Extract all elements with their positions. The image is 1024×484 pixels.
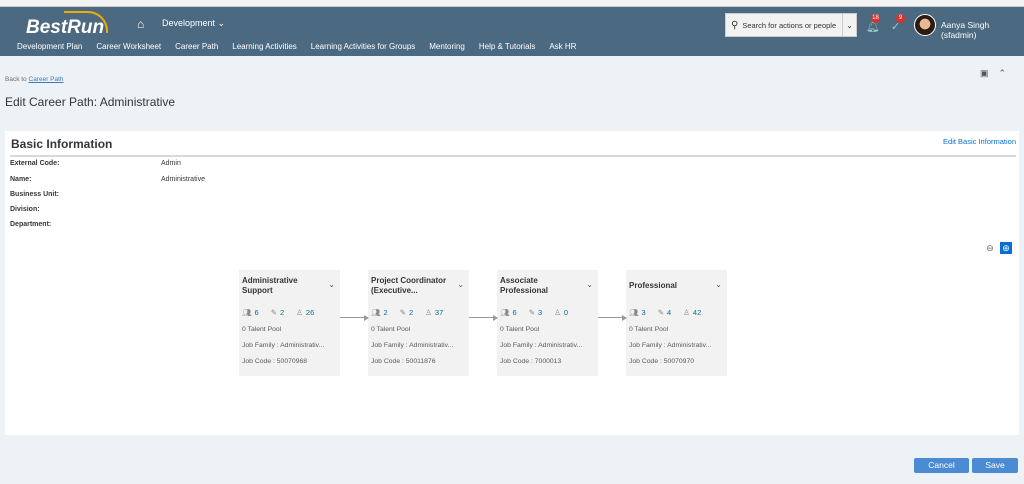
- present-icon[interactable]: ▣: [980, 68, 989, 78]
- nav-learning-groups[interactable]: Learning Activities for Groups: [310, 42, 416, 51]
- todo-icon[interactable]: ✓: [891, 21, 901, 33]
- role-name: Project Coordinator (Executive...: [371, 276, 447, 295]
- successors-icon: 👥︎: [371, 308, 381, 317]
- stat-value: 6: [254, 308, 259, 317]
- zoom-out-icon[interactable]: ⊖: [986, 243, 994, 253]
- talent-pool: 0 Talent Pool: [371, 326, 411, 333]
- save-button[interactable]: Save: [972, 458, 1018, 473]
- person-icon: ♙: [683, 308, 690, 317]
- nav-development-plan[interactable]: Development Plan: [17, 42, 83, 51]
- basic-info-panel: Basic Information Edit Basic Information…: [5, 131, 1019, 435]
- back-link[interactable]: Career Path: [28, 76, 64, 83]
- field-label: Name:: [10, 176, 32, 183]
- field-label: Department:: [10, 221, 52, 228]
- stat-value: 26: [305, 308, 315, 317]
- path-arrow: [340, 314, 369, 321]
- stat-value: 0: [563, 308, 569, 317]
- path-arrow: [598, 314, 627, 321]
- skills-icon: ✎: [528, 308, 535, 317]
- user-name[interactable]: Aanya Singh (sfadmin): [941, 20, 990, 40]
- nav-help[interactable]: Help & Tutorials: [478, 42, 536, 51]
- role-card[interactable]: Professional ⌄ 👥︎ 3 ✎ 4 ♙ 42 0 Talent Pool …: [626, 270, 727, 376]
- stat-value: 37: [434, 308, 444, 317]
- chevron-down-icon[interactable]: ⌄: [457, 280, 464, 289]
- job-family: Job Family : Administrativ...: [371, 342, 454, 349]
- bell-icon[interactable]: 🔔︎: [866, 21, 880, 33]
- zoom-in-icon[interactable]: ⊕: [1000, 242, 1012, 254]
- avatar[interactable]: [914, 14, 936, 36]
- path-arrow: [469, 314, 498, 321]
- collapse-icon[interactable]: ⌃: [998, 68, 1007, 78]
- chevron-down-icon[interactable]: ⌄: [328, 280, 335, 289]
- stat-value: 2: [383, 308, 388, 317]
- stat-value: 4: [667, 308, 672, 317]
- role-name: Associate Professional: [500, 276, 549, 295]
- talent-pool: 0 Talent Pool: [500, 326, 540, 333]
- edit-basic-info-link[interactable]: Edit Basic Information: [943, 137, 1016, 146]
- skills-icon: ✎: [657, 308, 664, 317]
- stat-value: 2: [409, 308, 414, 317]
- job-code: Job Code : 50070970: [629, 358, 695, 365]
- main-nav: Development Plan Career Worksheet Career…: [17, 42, 576, 51]
- successors-icon: 👥︎: [242, 308, 252, 317]
- search-input[interactable]: ⚲ Search for actions or people ⌄: [725, 13, 857, 37]
- field-value: Administrative: [161, 176, 205, 183]
- person-icon: ♙: [554, 308, 561, 317]
- stat-value: 2: [280, 308, 285, 317]
- role-card[interactable]: Associate Professional ⌄ 👥︎ 6 ✎ 3 ♙ 0 0 Tal…: [497, 270, 598, 376]
- job-code: Job Code : 50070968: [242, 358, 308, 365]
- browser-bookmarks-bar: [0, 0, 1024, 7]
- person-icon: ♙: [425, 308, 432, 317]
- section-title: Basic Information: [11, 137, 113, 151]
- role-card[interactable]: Project Coordinator (Executive... ⌄ 👥︎ 2 …: [368, 270, 469, 376]
- notification-badge: 18: [871, 14, 880, 23]
- nav-mentoring[interactable]: Mentoring: [429, 42, 465, 51]
- divider: [10, 155, 1016, 157]
- field-label: Business Unit:: [10, 191, 60, 198]
- job-family: Job Family : Administrativ...: [500, 342, 583, 349]
- successors-icon: 👥︎: [500, 308, 510, 317]
- chevron-down-icon[interactable]: ⌄: [842, 14, 856, 36]
- field-label: Division:: [10, 206, 40, 213]
- person-icon: ♙: [296, 308, 303, 317]
- chevron-down-icon[interactable]: ⌄: [586, 280, 593, 289]
- shell-header: BestRun ⌂ Development ⌄ ⚲ Search for acti…: [0, 7, 1024, 56]
- job-family: Job Family : Administrativ...: [629, 342, 712, 349]
- field-value: Admin: [161, 160, 181, 167]
- bestrun-logo[interactable]: BestRun: [26, 11, 108, 39]
- successors-icon: 👥︎: [629, 308, 639, 317]
- stat-value: 6: [512, 308, 517, 317]
- skills-icon: ✎: [399, 308, 406, 317]
- search-icon: ⚲: [731, 19, 739, 31]
- nav-learning-activities[interactable]: Learning Activities: [232, 42, 297, 51]
- module-selector[interactable]: Development ⌄: [162, 18, 226, 28]
- job-family: Job Family : Administrativ...: [242, 342, 325, 349]
- breadcrumb: Back to Career Path: [5, 76, 64, 83]
- nav-career-path[interactable]: Career Path: [175, 42, 219, 51]
- cancel-button[interactable]: Cancel: [914, 458, 969, 473]
- todo-badge: 9: [896, 14, 905, 23]
- nav-ask-hr[interactable]: Ask HR: [549, 42, 577, 51]
- field-label: External Code:: [10, 160, 60, 167]
- stat-value: 3: [641, 308, 646, 317]
- stat-value: 42: [692, 308, 702, 317]
- skills-icon: ✎: [270, 308, 277, 317]
- page-title: Edit Career Path: Administrative: [5, 95, 176, 109]
- job-code: Job Code : 7000013: [500, 358, 562, 365]
- chevron-down-icon[interactable]: ⌄: [715, 280, 722, 289]
- talent-pool: 0 Talent Pool: [629, 326, 669, 333]
- home-icon[interactable]: ⌂: [137, 17, 145, 31]
- stat-value: 3: [538, 308, 543, 317]
- job-code: Job Code : 50011876: [371, 358, 436, 365]
- talent-pool: 0 Talent Pool: [242, 326, 282, 333]
- nav-career-worksheet[interactable]: Career Worksheet: [96, 42, 162, 51]
- role-name: Professional: [629, 281, 678, 290]
- role-card[interactable]: Administrative Support ⌄ 👥︎ 6 ✎ 2 ♙ 26 0 Ta…: [239, 270, 340, 376]
- role-name: Administrative Support: [242, 276, 298, 295]
